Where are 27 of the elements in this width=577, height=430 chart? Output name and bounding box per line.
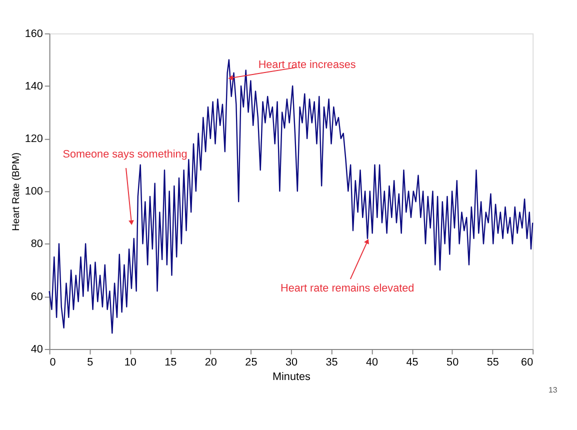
line-series [48, 59, 534, 334]
x-tick-label: 0 [50, 356, 56, 368]
y-tick-label: 160 [24, 28, 43, 40]
x-tick-label: 20 [204, 356, 217, 368]
y-axis-title: Heart Rate (BPM) [10, 152, 22, 231]
x-tick-label: 55 [486, 356, 499, 368]
annotation: Someone says something [62, 148, 188, 160]
x-axis-title: Minutes [272, 371, 311, 384]
y-tick-label: 120 [24, 133, 43, 146]
y-tick-label: 140 [24, 80, 43, 92]
y-tick-label: 60 [30, 290, 43, 303]
x-tick-label: 40 [366, 356, 378, 368]
annotation: Heart rate increases [258, 58, 356, 71]
x-tick-label: 60 [521, 356, 534, 368]
x-tick-label: 35 [326, 356, 338, 368]
annotation: Heart rate remains elevated [280, 282, 414, 294]
x-tick-label: 25 [245, 356, 258, 368]
x-tick-label: 30 [285, 356, 298, 368]
y-tick-label: 100 [24, 186, 43, 198]
y-tick-label: 80 [30, 238, 43, 250]
x-tick-label: 15 [164, 356, 177, 368]
x-tick-label: 45 [406, 356, 418, 368]
x-tick-label: 10 [124, 356, 136, 368]
x-tick-label: 5 [87, 356, 94, 368]
y-tick-label: 40 [30, 343, 43, 356]
x-tick-label: 50 [446, 356, 459, 368]
text: 13 [548, 385, 558, 394]
